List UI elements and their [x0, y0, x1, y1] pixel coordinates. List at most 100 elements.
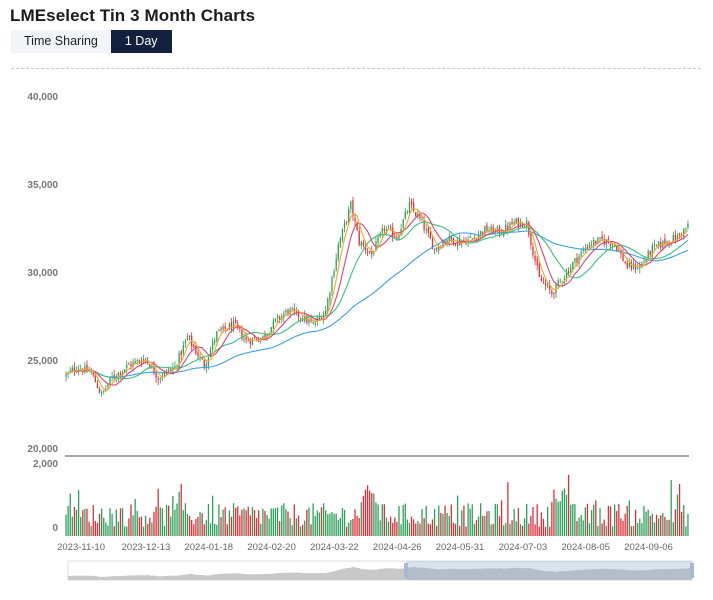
- volume-bar: [138, 517, 140, 536]
- volume-bar: [599, 508, 601, 536]
- candle-body: [186, 336, 189, 341]
- volume-bar: [358, 518, 360, 536]
- candle-body: [297, 310, 300, 317]
- candle-body: [438, 246, 440, 251]
- volume-bar: [174, 509, 176, 536]
- candle-body: [348, 209, 350, 223]
- candle-body: [193, 344, 195, 348]
- zoom-slider-selection[interactable]: [406, 561, 692, 580]
- volume-bar: [117, 521, 120, 536]
- candle-body: [71, 367, 73, 372]
- volume-bar: [440, 513, 442, 536]
- candle-body: [595, 240, 597, 245]
- volume-bar: [595, 500, 597, 536]
- volume-bar: [264, 510, 266, 536]
- volume-bar: [473, 523, 476, 536]
- volume-bar: [155, 506, 157, 536]
- volume-bar: [517, 508, 519, 536]
- volume-bar: [272, 508, 274, 536]
- zoom-handle-left[interactable]: [404, 563, 408, 578]
- candle-body: [178, 352, 180, 368]
- candle-body: [528, 222, 530, 235]
- volume-bar: [224, 507, 226, 536]
- volume-bar: [293, 504, 295, 536]
- candle-body: [251, 337, 254, 345]
- volume-bar: [590, 510, 593, 536]
- candle-body: [593, 240, 595, 245]
- tab-1-day[interactable]: 1 Day: [110, 30, 172, 53]
- volume-bar: [681, 511, 683, 536]
- candle-body: [325, 310, 327, 316]
- volume-bar: [203, 524, 205, 536]
- volume-bar: [243, 508, 245, 536]
- candle-body: [371, 250, 373, 255]
- candle-body: [678, 234, 681, 236]
- volume-bar: [348, 522, 350, 536]
- candle-body: [331, 277, 333, 292]
- volume-bar: [216, 524, 218, 536]
- volume-bar: [651, 513, 654, 536]
- volume-bar: [251, 507, 254, 536]
- candle-body: [406, 211, 409, 213]
- volume-bar: [232, 503, 235, 536]
- candle-body: [515, 218, 517, 223]
- candle-body: [343, 222, 346, 228]
- candle-body: [262, 335, 264, 339]
- volume-bar: [94, 520, 97, 536]
- candle-body: [547, 284, 549, 287]
- candle-body: [404, 211, 406, 219]
- candle-body: [245, 336, 247, 340]
- candle-body: [651, 245, 654, 257]
- volume-bar: [505, 522, 507, 536]
- candle-body: [274, 318, 277, 322]
- candle-body: [586, 247, 589, 249]
- candle-body: [329, 292, 331, 301]
- zoom-slider-preview: [68, 566, 692, 580]
- volume-bar: [574, 504, 576, 536]
- candle-body: [431, 238, 434, 250]
- volume-bar: [584, 507, 586, 536]
- volume-bar: [285, 509, 287, 536]
- volume-bar: [461, 510, 463, 536]
- ma20-line: [65, 221, 689, 380]
- candle-body: [195, 346, 197, 354]
- volume-bar: [165, 504, 168, 536]
- volume-bar: [107, 525, 109, 536]
- volume-bar: [410, 516, 413, 536]
- volume-bar: [274, 508, 277, 536]
- candle-body: [218, 329, 220, 331]
- volume-bar: [314, 515, 316, 536]
- ma10-line: [65, 212, 689, 386]
- candle-body: [500, 233, 503, 235]
- candle-body: [369, 251, 371, 253]
- volume-bar: [253, 510, 256, 536]
- candle-body: [333, 271, 335, 277]
- candle-body: [473, 237, 476, 240]
- chart-tabs: Time Sharing 1 Day: [11, 30, 172, 53]
- volume-bar: [637, 522, 639, 536]
- candle-body: [140, 361, 143, 364]
- candle-body: [584, 248, 586, 252]
- volume-bar: [86, 508, 88, 536]
- volume-bar: [672, 522, 674, 536]
- candle-body: [410, 201, 413, 205]
- candle-body: [126, 364, 128, 369]
- candle-body: [398, 235, 400, 239]
- volume-bar: [450, 504, 452, 536]
- volume-bar: [176, 503, 178, 536]
- volume-bar: [140, 516, 143, 536]
- volume-bar: [197, 517, 199, 536]
- candle-body: [253, 337, 256, 339]
- candle-body: [105, 388, 107, 391]
- candle-body: [582, 249, 584, 251]
- tab-time-sharing[interactable]: Time Sharing: [11, 30, 111, 53]
- volume-bar: [364, 489, 367, 536]
- candle-body: [557, 280, 559, 285]
- candle-body: [381, 228, 383, 233]
- candle-body: [237, 323, 239, 328]
- zoom-handle-right[interactable]: [690, 563, 694, 578]
- volume-bar: [92, 505, 94, 536]
- volume-bar: [498, 516, 501, 536]
- volume-bar: [65, 514, 67, 536]
